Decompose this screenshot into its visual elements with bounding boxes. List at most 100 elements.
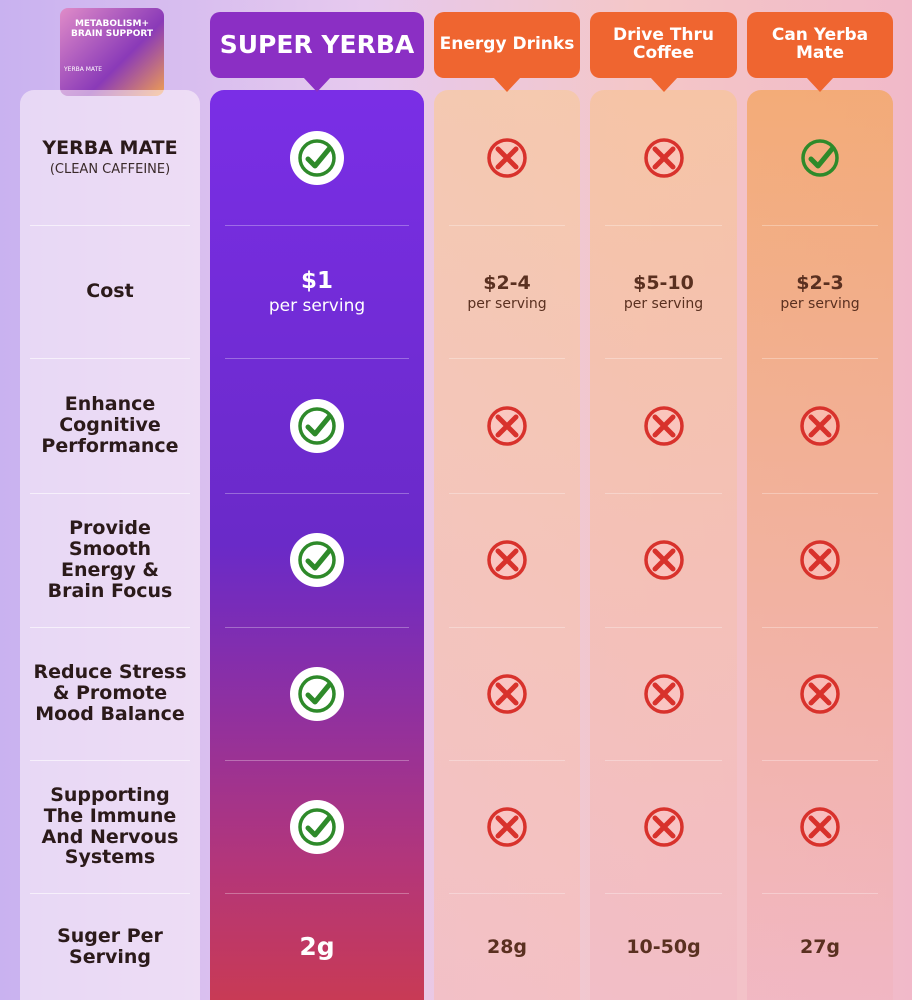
row-separator [225,627,409,628]
row-label: Enhance Cognitive Performance [20,358,200,493]
column-header: Energy Drinks [434,12,580,92]
cross-icon [487,540,527,580]
row-separator [30,225,190,226]
row-separator [225,358,409,359]
check-icon [290,666,344,721]
row-separator [449,893,565,894]
price: $5-10 [633,271,694,294]
row-separator [449,358,565,359]
table-cell [747,358,893,493]
product-line: METABOLISM+ [74,19,150,29]
row-sublabel: (CLEAN CAFFEINE) [49,161,171,177]
row-separator [225,493,409,494]
row-separator [30,358,190,359]
table-cell [434,760,580,893]
table-cell [590,627,737,760]
row-label-text: Supporting The Immune And Nervous System… [41,783,179,869]
cross-icon [800,806,840,847]
table-cell [210,760,424,893]
row-separator [225,760,409,761]
table-cell [210,493,424,627]
row-separator [762,225,878,226]
row-label: Supporting The Immune And Nervous System… [20,760,200,893]
check-icon [290,398,344,453]
table-cell [590,760,737,893]
column-header: Drive Thru Coffee [590,12,737,92]
sugar-value: 10-50g [626,935,701,958]
table-cell: $2-3 per serving [747,225,893,358]
row-separator [605,225,722,226]
table-cell: $5-10 per serving [590,225,737,358]
row-separator [605,627,722,628]
row-label: Reduce Stress & Promote Mood Balance [20,627,200,760]
cross-icon [487,673,527,714]
price: $2-3 [796,271,844,294]
check-icon [290,799,344,854]
table-cell [747,760,893,893]
table-cell: 27g [747,893,893,1000]
label-column [20,90,200,1000]
check-icon [801,138,839,177]
cross-icon [800,673,840,714]
table-cell [747,493,893,627]
cross-icon [643,806,684,847]
check-icon [290,130,344,185]
cross-icon [800,540,840,580]
row-label-text: Provide Smooth Energy & Brain Focus [47,517,173,602]
table-cell [210,627,424,760]
row-separator [30,493,190,494]
table-cell [747,90,893,225]
table-cell: 28g [434,893,580,1000]
row-label: Provide Smooth Energy & Brain Focus [20,493,200,627]
check-icon [290,533,344,587]
table-cell [590,90,737,225]
product-line: BRAIN SUPPORT [70,28,154,39]
table-cell [747,627,893,760]
cross-icon [643,673,684,714]
table-cell [434,358,580,493]
table-cell: $1 per serving [210,225,424,358]
row-separator [762,893,878,894]
row-label: Cost [20,225,200,358]
row-separator [449,493,565,494]
cross-icon [643,405,684,446]
product-label: METABOLISM+ BRAIN SUPPORT [60,19,164,40]
row-separator [605,493,722,494]
cross-icon [800,405,840,446]
price-unit: per serving [780,295,860,312]
table-cell: $2-4 per serving [434,225,580,358]
row-separator [30,893,190,894]
table-cell [210,358,424,493]
cross-icon [487,405,527,446]
row-label: YERBA MATE (CLEAN CAFFEINE) [20,90,200,225]
price-unit: per serving [623,295,704,312]
row-label: Suger Per Serving [20,893,200,1000]
table-cell: 10-50g [590,893,737,1000]
product-pack: METABOLISM+ BRAIN SUPPORT YERBA MATE [60,8,164,96]
column-header: SUPER YERBA [210,12,424,92]
row-separator [762,358,878,359]
table-cell [434,493,580,627]
price: $1 [300,267,333,294]
row-label-text: Suger Per Serving [57,924,163,968]
row-separator [449,225,565,226]
cross-icon [643,137,684,178]
product-flavor: YERBA MATE [64,66,103,73]
row-separator [762,493,878,494]
column-header: Can Yerba Mate [747,12,893,92]
price-unit: per serving [268,295,366,316]
cross-icon [487,137,527,178]
row-separator [605,358,722,359]
sugar-value: 2g [299,932,335,961]
cross-icon [643,540,684,580]
row-separator [30,760,190,761]
row-separator [225,893,409,894]
table-cell [210,90,424,225]
row-label-text: YERBA MATE [42,137,178,160]
table-cell: 2g [210,893,424,1000]
cross-icon [487,806,527,847]
price-unit: per serving [467,295,547,312]
row-separator [762,760,878,761]
row-separator [449,760,565,761]
